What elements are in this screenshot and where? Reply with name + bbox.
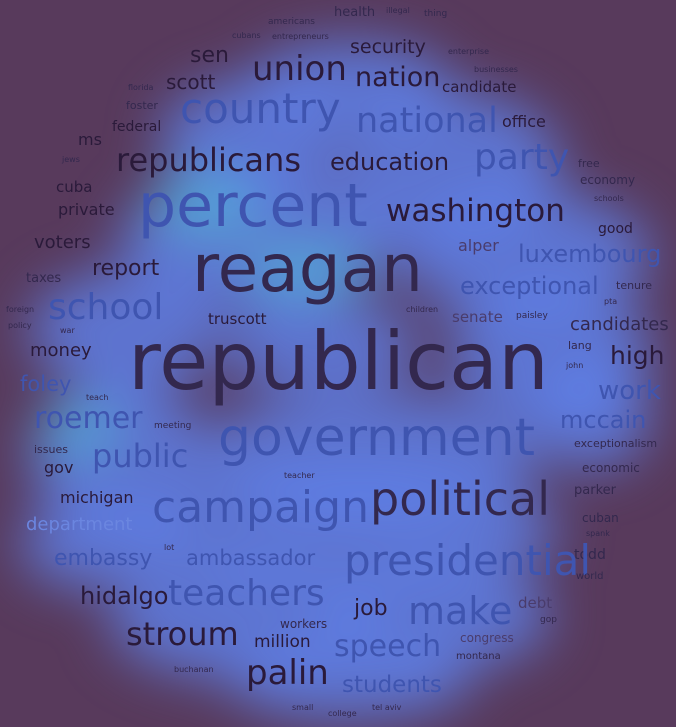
word: job xyxy=(354,598,388,620)
word: students xyxy=(342,674,442,697)
word: economy xyxy=(580,174,635,186)
word: washington xyxy=(386,196,565,227)
word: sen xyxy=(190,45,229,67)
word: jews xyxy=(62,156,80,164)
word: high xyxy=(610,343,665,368)
word: policy xyxy=(8,322,32,330)
word: candidate xyxy=(442,80,516,95)
word: department xyxy=(26,516,133,534)
word: illegal xyxy=(386,7,410,15)
word: political xyxy=(370,476,550,522)
word: speech xyxy=(334,632,441,662)
word: world xyxy=(576,572,604,582)
word: gop xyxy=(540,616,557,625)
word: voters xyxy=(34,234,91,252)
word: congress xyxy=(460,632,514,644)
word: cuba xyxy=(56,180,92,195)
word: thing xyxy=(424,10,447,19)
word: tenure xyxy=(616,280,652,291)
word: war xyxy=(60,327,75,335)
word: palin xyxy=(246,656,329,690)
word: issues xyxy=(34,444,68,455)
word: lang xyxy=(568,340,592,351)
word: small xyxy=(292,704,313,712)
word: entrepreneurs xyxy=(272,33,329,41)
word: stroum xyxy=(126,618,239,650)
word: alper xyxy=(458,238,499,254)
word: gov xyxy=(44,460,73,476)
word: government xyxy=(218,412,535,464)
word: free xyxy=(578,158,600,169)
word: ms xyxy=(78,132,102,148)
word: work xyxy=(598,378,661,404)
word: economic xyxy=(582,462,640,474)
word: foreign xyxy=(6,306,34,314)
word: office xyxy=(502,114,546,130)
word: mccain xyxy=(560,408,646,432)
word: children xyxy=(406,306,438,314)
word: country xyxy=(180,88,341,130)
word: americans xyxy=(268,18,315,27)
word: workers xyxy=(280,618,327,630)
word: percent xyxy=(138,176,368,236)
word: embassy xyxy=(54,548,152,570)
word: cubans xyxy=(232,32,261,40)
word: make xyxy=(408,592,512,630)
word: debt xyxy=(518,596,552,611)
word: tel aviv xyxy=(372,704,401,712)
word: foley xyxy=(20,374,71,395)
word: exceptionalism xyxy=(574,438,657,449)
word: michigan xyxy=(60,490,134,506)
word: college xyxy=(328,710,357,718)
word: enterprise xyxy=(448,48,489,56)
word: teachers xyxy=(168,576,325,612)
word: good xyxy=(598,222,633,236)
word: party xyxy=(474,140,569,176)
word: teacher xyxy=(284,472,315,480)
word: florida xyxy=(128,84,153,92)
word: foster xyxy=(126,100,158,111)
word: union xyxy=(252,52,347,86)
word: roemer xyxy=(34,404,143,434)
word: health xyxy=(334,6,375,19)
word: federal xyxy=(112,120,161,134)
word: security xyxy=(350,38,426,57)
word: hidalgo xyxy=(80,584,168,608)
word: candidates xyxy=(570,316,669,334)
word: national xyxy=(356,104,498,139)
word: republican xyxy=(128,322,549,402)
word: public xyxy=(92,440,188,472)
word: pta xyxy=(604,298,617,306)
word: john xyxy=(566,362,583,370)
word: parker xyxy=(574,484,616,497)
word: money xyxy=(30,342,92,360)
word: nation xyxy=(355,64,440,91)
word: cuban xyxy=(582,512,619,524)
word: presidential xyxy=(344,540,591,582)
word: campaign xyxy=(152,486,369,530)
word: buchanan xyxy=(174,666,214,674)
word: lot xyxy=(164,544,174,552)
word: montana xyxy=(456,652,501,662)
word: meeting xyxy=(154,422,191,431)
word: businesses xyxy=(474,66,518,74)
word: ambassador xyxy=(186,548,315,569)
word: private xyxy=(58,202,115,218)
word: schools xyxy=(594,195,624,203)
word: taxes xyxy=(26,272,61,285)
word: reagan xyxy=(192,236,423,302)
word: exceptional xyxy=(460,274,599,298)
word: million xyxy=(254,634,311,651)
word: luxembourg xyxy=(518,242,661,266)
word: report xyxy=(92,258,159,280)
